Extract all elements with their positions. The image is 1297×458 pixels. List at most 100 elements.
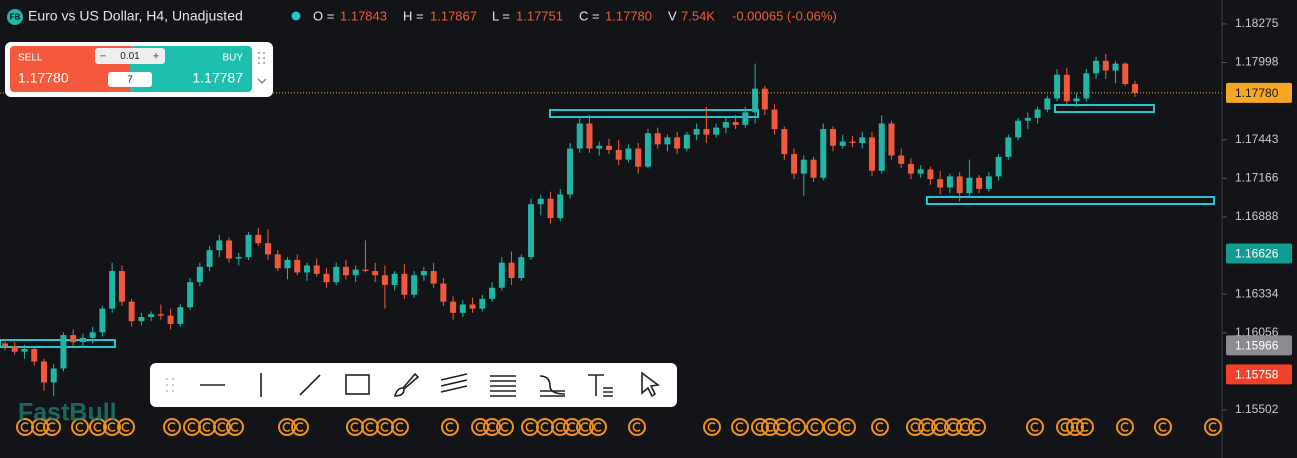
candle-body xyxy=(284,259,291,269)
event-icon-mark xyxy=(380,422,389,432)
event-icon-mark xyxy=(282,422,291,432)
change: -0.00065 (-0.06%) xyxy=(732,8,837,23)
candle-body xyxy=(21,348,28,352)
candle-body xyxy=(138,316,145,322)
event-icon-mark xyxy=(792,422,801,432)
candle-body xyxy=(1112,63,1119,71)
lot-box[interactable] xyxy=(95,48,165,64)
event-icon xyxy=(968,418,986,436)
candle-body xyxy=(742,112,749,125)
candle-body xyxy=(206,250,213,267)
event-icon-mark xyxy=(525,422,534,432)
candle-body xyxy=(644,133,651,167)
event-icon xyxy=(441,418,459,436)
event-icon xyxy=(1116,418,1134,436)
event-icon-mark xyxy=(935,422,944,432)
ohlc-value: 7.54K xyxy=(681,8,715,23)
event-icon-mark xyxy=(1080,422,1089,432)
candle-body xyxy=(323,273,330,283)
candle-body xyxy=(372,271,379,276)
candle-body xyxy=(333,266,340,283)
candle-body xyxy=(888,123,895,156)
event-icon xyxy=(291,418,309,436)
tool-brush[interactable] xyxy=(393,372,420,397)
candle-body xyxy=(401,273,408,295)
event-icon-mark xyxy=(922,422,931,432)
tool-rectangle[interactable] xyxy=(345,374,370,395)
quantity-box[interactable] xyxy=(108,72,152,87)
symbol: Euro vs US Dollar, H4, Unadjusted xyxy=(28,8,243,24)
candle-body xyxy=(547,198,554,219)
candle-body xyxy=(411,275,418,295)
candle-body xyxy=(1005,137,1012,157)
event-icon-mark xyxy=(540,422,549,432)
event-icon-mark xyxy=(755,422,764,432)
ohlc-label: O = xyxy=(313,8,334,23)
candle-body xyxy=(1102,60,1109,71)
y-tick-label: 1.16888 xyxy=(1235,209,1279,223)
tool-fib-fan[interactable] xyxy=(539,375,566,397)
candle-body xyxy=(1122,63,1129,85)
candle-body xyxy=(245,234,252,258)
event-icon-mark xyxy=(567,422,576,432)
candle-body xyxy=(937,179,944,188)
candle-body xyxy=(109,271,116,309)
candle-body xyxy=(567,148,573,195)
toolbar-handle[interactable] xyxy=(166,378,174,392)
candle-body xyxy=(878,123,885,171)
lot-minus[interactable]: − xyxy=(100,50,106,62)
lot: 0.01 xyxy=(120,51,140,62)
lot-plus[interactable]: + xyxy=(153,50,159,62)
candle-body xyxy=(1054,74,1061,99)
event-icon-mark xyxy=(875,422,884,432)
candle-body xyxy=(820,129,827,178)
candle-body xyxy=(352,269,359,276)
candle-body xyxy=(693,129,700,135)
event-icon-mark xyxy=(1208,422,1217,432)
candle-body xyxy=(1093,60,1100,74)
expand-icon[interactable] xyxy=(257,78,267,85)
tool-cursor[interactable] xyxy=(641,371,661,398)
candle-body xyxy=(381,275,388,285)
tool-trend-line[interactable] xyxy=(299,374,321,396)
ohlc-value: 1.17867 xyxy=(430,8,477,23)
event-icon xyxy=(89,418,107,436)
candle-body xyxy=(732,122,739,125)
candle-body xyxy=(1063,74,1070,102)
y-tick-label: 1.18275 xyxy=(1235,16,1279,30)
tool-channel[interactable] xyxy=(440,373,468,393)
drag-handle[interactable] xyxy=(258,52,265,64)
event-icon-mark xyxy=(167,422,176,432)
zone xyxy=(549,109,759,118)
candle-body xyxy=(226,240,233,259)
event-icon xyxy=(788,418,806,436)
candle-body xyxy=(265,243,272,255)
candle-body xyxy=(498,262,505,288)
candle-body xyxy=(703,129,710,135)
ohlc-label: H = xyxy=(403,8,424,23)
candle-body xyxy=(313,265,320,274)
ohlc-value: 1.17751 xyxy=(516,8,563,23)
event-icon-mark xyxy=(365,422,374,432)
candle-body xyxy=(722,122,729,128)
candle-body xyxy=(50,368,57,383)
event-icon-mark xyxy=(47,422,56,432)
tool-text[interactable] xyxy=(588,374,613,397)
price-badge-label: 1.15966 xyxy=(1235,339,1279,353)
event-icon xyxy=(931,418,949,436)
price-badge xyxy=(1226,243,1292,264)
candle-body xyxy=(605,145,612,150)
event-icon-mark xyxy=(972,422,981,432)
candle-body xyxy=(849,141,856,143)
tool-fib[interactable] xyxy=(490,375,516,397)
candle-body xyxy=(2,343,8,347)
candle-body xyxy=(187,282,194,308)
event-icon-mark xyxy=(395,422,404,432)
candle-body xyxy=(1132,84,1138,93)
candle-body xyxy=(489,287,496,299)
candle-body xyxy=(596,145,603,149)
event-icon xyxy=(589,418,607,436)
candle-body xyxy=(683,134,690,149)
candle-body xyxy=(615,149,622,160)
